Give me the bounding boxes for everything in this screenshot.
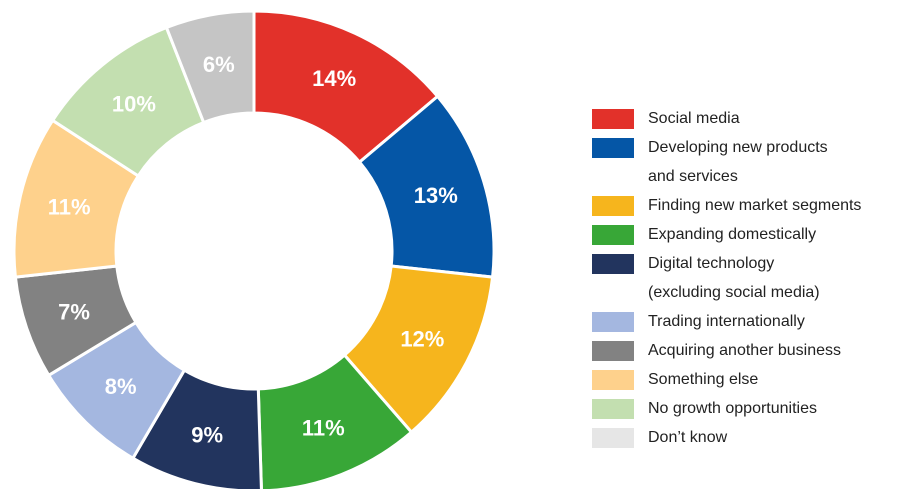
legend-label: Acquiring another business — [648, 342, 842, 359]
slice-value-label: 11% — [302, 415, 345, 440]
slice-value-label: 14% — [312, 66, 356, 91]
slice-value-label: 12% — [400, 327, 444, 352]
legend-item: Acquiring another business — [592, 336, 897, 365]
legend-swatch — [592, 196, 634, 216]
legend-swatch — [592, 254, 634, 274]
slice-value-label: 11% — [48, 195, 91, 220]
legend-swatch — [592, 428, 634, 448]
legend-label: Trading internationally — [648, 313, 805, 330]
legend-swatch — [592, 399, 634, 419]
legend-item: Expanding domestically — [592, 220, 897, 249]
legend-swatch — [592, 312, 634, 332]
slice-value-label: 6% — [203, 52, 235, 77]
slice-value-label: 10% — [112, 91, 156, 116]
chart-legend: Social media Developing new products and … — [592, 104, 897, 452]
legend-swatch — [592, 138, 634, 158]
legend-item: Developing new products and services — [592, 133, 897, 191]
donut-slice — [256, 353, 414, 489]
legend-swatch — [592, 341, 634, 361]
donut-chart: 14% 13% 12% 11% 9% 8% 7% 11% 10% 6% — [12, 9, 496, 489]
legend-label: Developing new products and services — [648, 139, 828, 185]
slice-value-label: 13% — [414, 183, 458, 208]
legend-swatch — [592, 109, 634, 129]
legend-label: Digital technology (excluding social med… — [648, 255, 820, 301]
legend-label: Finding new market segments — [648, 197, 862, 214]
slice-value-label: 8% — [105, 374, 137, 399]
legend-label: Don’t know — [648, 429, 728, 446]
legend-swatch — [592, 370, 634, 390]
legend-item: Finding new market segments — [592, 191, 897, 220]
slice-value-label: 7% — [58, 299, 90, 324]
legend-item: Something else — [592, 365, 897, 394]
donut-slice — [164, 9, 256, 125]
legend-item: Social media — [592, 104, 897, 133]
legend-item: Don’t know — [592, 423, 897, 452]
legend-label: Social media — [648, 110, 740, 127]
legend-label: Something else — [648, 371, 759, 388]
legend-item: No growth opportunities — [592, 394, 897, 423]
legend-item: Trading internationally — [592, 307, 897, 336]
legend-swatch — [592, 225, 634, 245]
legend-label: Expanding domestically — [648, 226, 817, 243]
legend-label: No growth opportunities — [648, 400, 817, 417]
legend-item: Digital technology (excluding social med… — [592, 249, 897, 307]
slice-value-label: 9% — [191, 423, 223, 448]
